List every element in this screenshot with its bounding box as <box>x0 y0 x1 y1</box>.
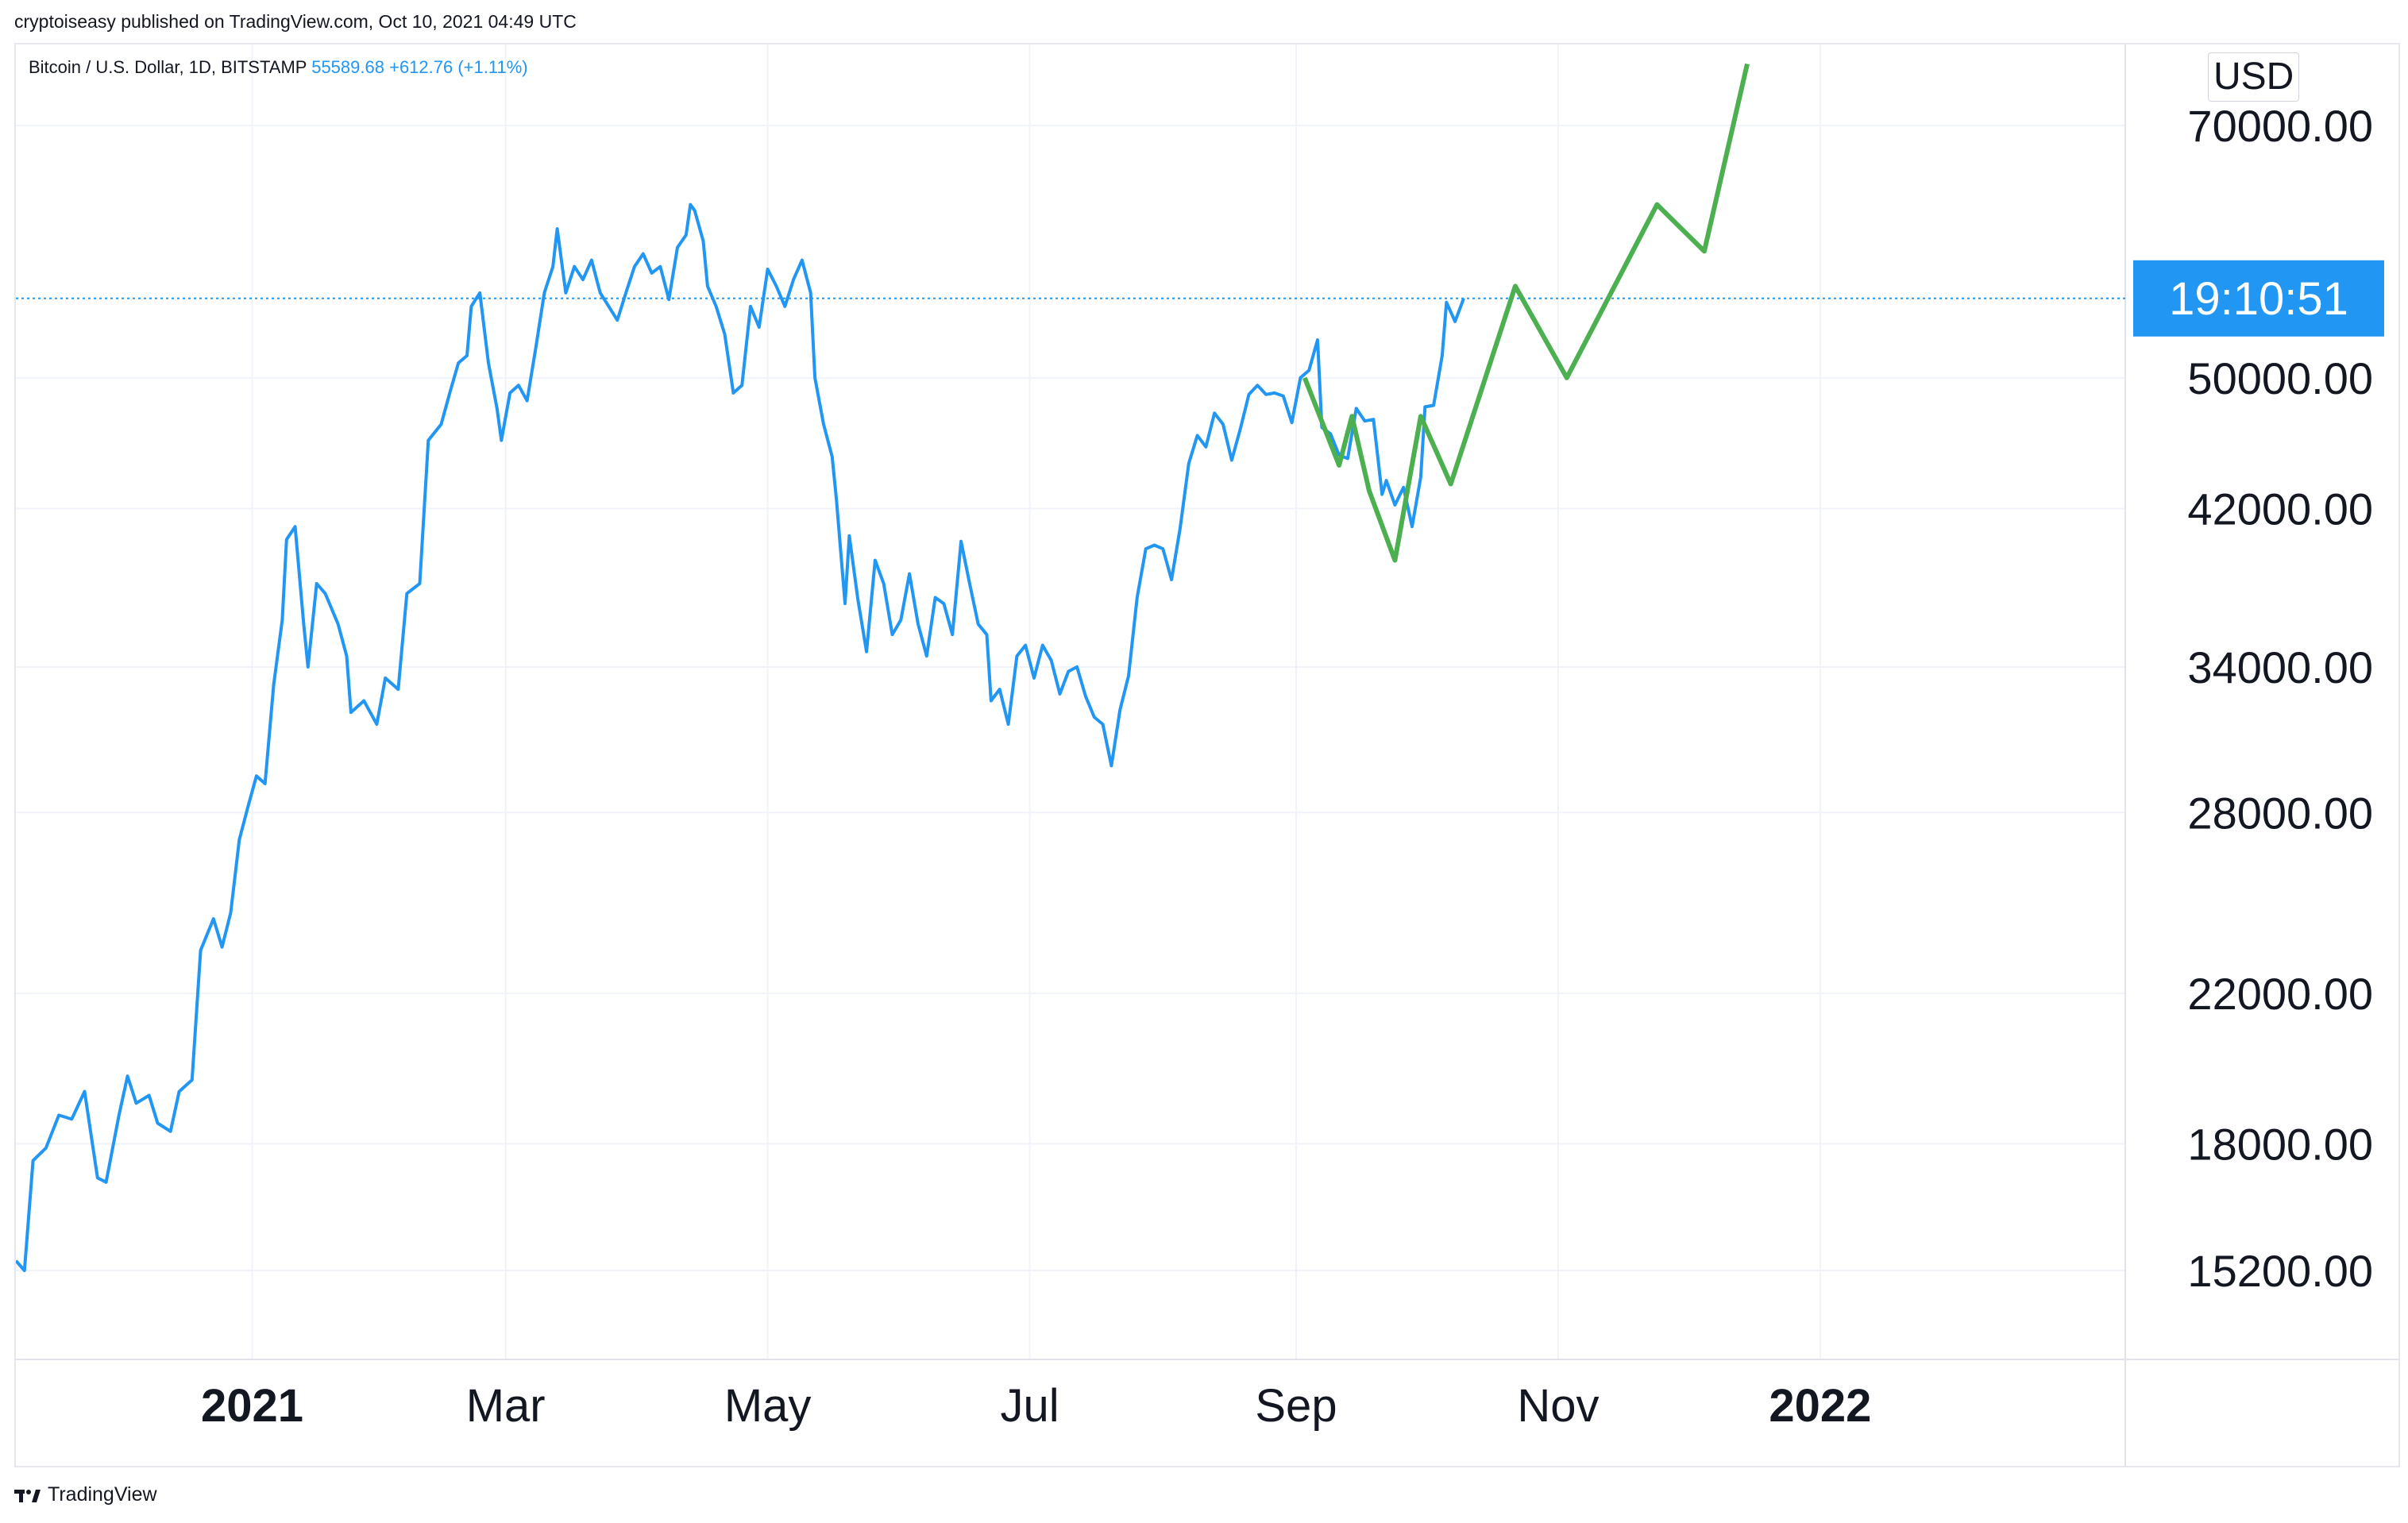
footer-brand[interactable]: TradingView <box>14 1483 157 1506</box>
time-tick-label: Mar <box>466 1380 546 1432</box>
footer-brand-label: TradingView <box>48 1483 157 1506</box>
time-tick-label: May <box>724 1380 812 1432</box>
legend-symbol: Bitcoin / U.S. Dollar, 1D, BITSTAMP <box>29 57 307 77</box>
symbol-legend[interactable]: Bitcoin / U.S. Dollar, 1D, BITSTAMP 5558… <box>29 57 528 78</box>
publisher-line: cryptoiseasy published on TradingView.co… <box>14 11 577 32</box>
price-tick-label: 15200.00 <box>2187 1246 2373 1296</box>
price-tick-label: 42000.00 <box>2187 484 2373 534</box>
grid <box>16 44 2125 1359</box>
price-series-line <box>16 202 1465 1272</box>
price-tick-label: 18000.00 <box>2187 1119 2373 1169</box>
tradingview-logo-icon <box>14 1489 41 1502</box>
chart-frame[interactable]: 70000.00 50000.00 42000.00 34000.00 28000.00… <box>14 43 2400 1467</box>
countdown-label: 19:10:51 <box>2133 260 2384 337</box>
countdown-badge <box>2133 260 2384 337</box>
price-axis-labels: 70000.00 50000.00 42000.00 34000.00 28000.00… <box>2187 101 2373 1296</box>
price-tick-label: 22000.00 <box>2187 969 2373 1019</box>
time-axis-labels: 2021 Mar May Jul Sep Nov 2022 <box>201 1380 1871 1432</box>
series-layer <box>16 63 1750 1272</box>
price-tick-label: 28000.00 <box>2187 788 2373 838</box>
legend-change: +612.76 (+1.11%) <box>389 57 528 77</box>
time-tick-label: Sep <box>1255 1380 1337 1432</box>
price-tick-label: 70000.00 <box>2187 101 2373 151</box>
price-tick-label: 50000.00 <box>2187 353 2373 403</box>
currency-label[interactable]: USD <box>2208 52 2300 102</box>
time-tick-label: 2022 <box>1769 1380 1871 1432</box>
time-tick-label: Jul <box>1001 1380 1059 1432</box>
price-chart[interactable]: 70000.00 50000.00 42000.00 34000.00 28000.00… <box>16 44 2398 1466</box>
forecast-series-line <box>1302 63 1750 563</box>
legend-price: 55589.68 <box>311 57 384 77</box>
time-tick-label: 2021 <box>201 1380 303 1432</box>
price-tick-label: 34000.00 <box>2187 642 2373 692</box>
countdown-text: 19:10:51 <box>2169 273 2348 325</box>
time-tick-label: Nov <box>1517 1380 1599 1432</box>
